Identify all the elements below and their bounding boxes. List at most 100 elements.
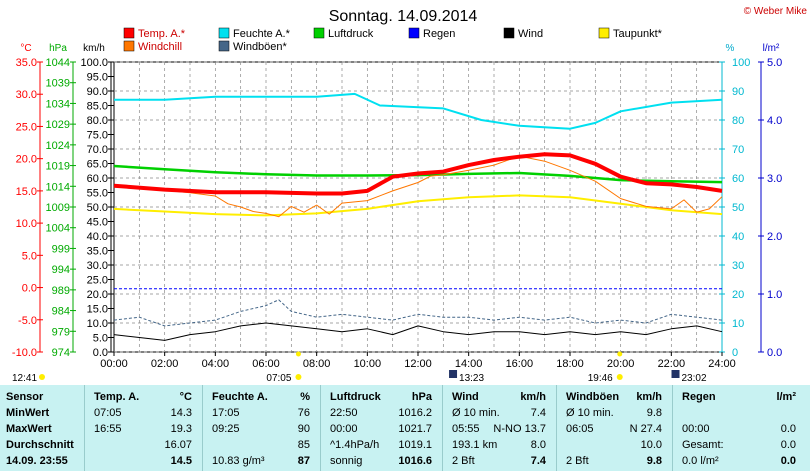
table-cell-value: 14.3 (170, 407, 192, 419)
legend-label-feuchte: Feuchte A.* (233, 28, 291, 40)
wind-axis-tick-label: 80.0 (87, 115, 108, 127)
table-cell-time: 06:05 (566, 423, 594, 435)
wind-axis-tick-label: 90.0 (87, 86, 108, 98)
temp-axis-tick-label: -5.0 (18, 315, 37, 327)
table-cell-value: 7.4 (530, 407, 546, 419)
pressure-axis-tick-label: 1039 (46, 78, 70, 90)
wind-axis-tick-label: 20.0 (87, 289, 108, 301)
x-tick-label: 18:00 (556, 358, 584, 370)
weather-chart: Sonntag. 14.09.2014 © Weber Mike Temp. A… (12, 6, 808, 384)
table-cell-value: 1021.7 (398, 423, 432, 435)
legend-label-luftdruck: Luftdruck (328, 28, 374, 40)
x-tick-label: 04:00 (202, 358, 230, 370)
table-cell-time: 09:25 (212, 423, 240, 435)
x-tick-label: 24:00 (708, 358, 736, 370)
wind-axis-tick-label: 70.0 (87, 144, 108, 156)
legend: Temp. A.* Feuchte A.* Luftdruck Regen Wind Ta… (123, 27, 663, 53)
wind-axis-tick-label: 95.0 (87, 72, 108, 84)
table-cell-time: 193.1 km (452, 439, 498, 451)
x-tick-label: 20:00 (607, 358, 635, 370)
wind-axis-tick-label: 0.0 (93, 347, 108, 359)
legend-swatch-wind (503, 27, 515, 39)
table-header-unit: km/h (520, 391, 546, 403)
moonset-icon (671, 370, 680, 378)
humidity-axis-tick-label: 60 (732, 173, 744, 185)
marker-day-start: 12:41 (12, 373, 37, 384)
pressure-axis-tick-label: 1024 (46, 140, 70, 152)
pressure-axis-tick-label: 974 (52, 347, 70, 359)
table-cell-value: 7.4 (530, 455, 546, 467)
table-cell-time: 22:50 (330, 407, 358, 419)
wind-axis-tick-label: 45.0 (87, 217, 108, 229)
temp-axis-tick-label: 0.0 (22, 283, 37, 295)
humidity-axis-tick-label: 90 (732, 86, 744, 98)
temp-axis-tick-label: 10.0 (16, 218, 37, 230)
table-header: Windböen (566, 391, 620, 403)
table-cell-time: Gesamt: (682, 439, 724, 451)
x-tick-label: 02:00 (151, 358, 179, 370)
humidity-axis-tick-label: 50 (732, 202, 744, 214)
humidity-axis-tick-label: 100 (732, 57, 750, 69)
table-cell-value: 19.3 (170, 423, 192, 435)
pressure-axis-tick-label: 1019 (46, 161, 70, 173)
legend-swatch-windchill (123, 40, 135, 52)
table-row-label: MinWert (6, 407, 50, 419)
table-cell-value: 1016.6 (398, 455, 432, 467)
series-feuchte (114, 92, 723, 130)
table-cell-value: 90 (297, 423, 310, 435)
pressure-axis-unit: hPa (49, 43, 67, 54)
humidity-axis-tick-label: 20 (732, 289, 744, 301)
table-column-separator (672, 385, 673, 471)
series-lines (113, 92, 723, 341)
wind-axis-tick-label: 60.0 (87, 173, 108, 185)
x-tick-label: 06:00 (252, 358, 280, 370)
table-header: Sensor (6, 391, 44, 403)
legend-label-windchill: Windchill (138, 41, 182, 53)
temp-axis-tick-label: 15.0 (16, 186, 37, 198)
table-column-separator (84, 385, 85, 471)
rain-axis-tick-label: 0.0 (767, 347, 782, 359)
table-cell-time: Ø 10 min. (566, 407, 614, 419)
temp-axis-tick-label: 20.0 (16, 154, 37, 166)
pressure-axis-tick-label: 1044 (46, 57, 70, 69)
temp-axis-unit: °C (20, 43, 31, 54)
pressure-axis-tick-label: 979 (52, 326, 70, 338)
rain-axis-tick-label: 2.0 (767, 231, 782, 243)
series-wind (113, 322, 723, 341)
table-column-separator (556, 385, 557, 471)
pressure-axis-tick-label: 1034 (46, 98, 70, 110)
grid (113, 61, 723, 353)
x-tick-label: 12:00 (404, 358, 432, 370)
legend-label-wind: Wind (518, 28, 543, 40)
axis-unit-labels: °C hPa km/h % l/m² (20, 43, 780, 54)
wind-axis-tick-label: 5.0 (93, 333, 108, 345)
table-cell-time: 05:55 (452, 423, 480, 435)
sunrise-icon (295, 351, 301, 357)
table-row-label: Durchschnitt (6, 439, 74, 451)
sun-markers: 12:41 07:05 13:23 19:46 23:02 (12, 351, 707, 384)
table-cell-time: 2 Bft (566, 455, 589, 467)
chart-title: Sonntag. 14.09.2014 (329, 8, 478, 25)
table-column-separator (320, 385, 321, 471)
table-column-separator (202, 385, 203, 471)
table-cell-value: N-NO 13.7 (493, 423, 546, 435)
marker-sunset: 19:46 (588, 373, 613, 384)
x-tick-label: 22:00 (658, 358, 686, 370)
rain-axis-tick-label: 5.0 (767, 57, 782, 69)
legend-swatch-feuchte (218, 27, 230, 39)
wind-axis-tick-label: 85.0 (87, 101, 108, 113)
marker-moonrise: 13:23 (459, 373, 484, 384)
table-cell-time: 10.83 g/m³ (212, 455, 265, 467)
humidity-axis-unit: % (726, 43, 735, 54)
table-cell-value: 0.0 (780, 439, 796, 451)
series-windchill (113, 155, 723, 218)
table-cell-time: 00:00 (330, 423, 358, 435)
table-cell-value: 76 (297, 407, 310, 419)
table-header: Feuchte A. (212, 391, 268, 403)
temp-axis-tick-label: 30.0 (16, 89, 37, 101)
table-row-label: 14.09. 23:55 (6, 455, 68, 467)
marker-moonset: 23:02 (682, 373, 707, 384)
table-header: Temp. A. (94, 391, 140, 403)
legend-label-taupunkt: Taupunkt* (613, 28, 663, 40)
legend-label-temp: Temp. A.* (138, 28, 186, 40)
